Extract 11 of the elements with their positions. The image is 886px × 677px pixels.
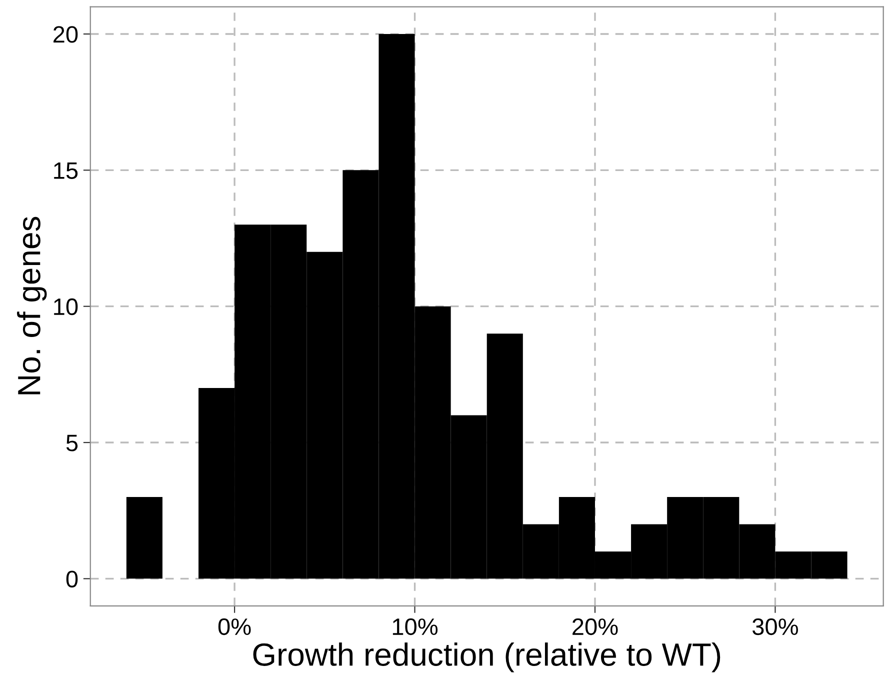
y-tick-label: 0 — [66, 570, 78, 588]
x-tick-label: 20% — [572, 618, 618, 636]
x-tick-label: 30% — [752, 618, 798, 636]
y-tick-label: 5 — [66, 434, 78, 452]
x-tick-label: 10% — [392, 618, 438, 636]
y-tick-label: 20 — [53, 26, 78, 43]
x-tick-label: 0% — [218, 618, 251, 636]
y-tick-label: 10 — [54, 298, 78, 316]
x-axis-title: Growth reduction (relative to WT) — [253, 642, 720, 672]
y-tick-label: 15 — [54, 162, 78, 179]
y-axis-title: No. of genes — [17, 216, 47, 394]
